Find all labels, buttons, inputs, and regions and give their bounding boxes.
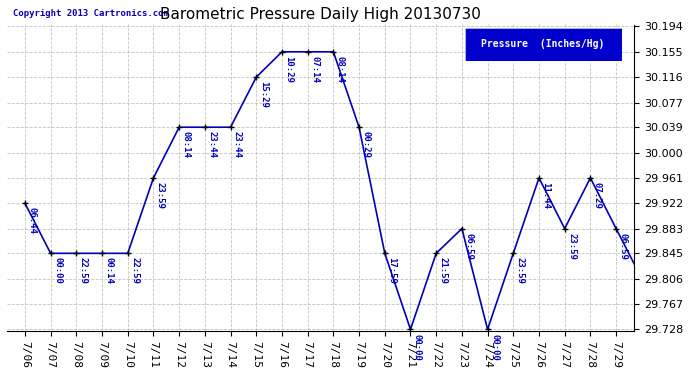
Text: 22:59: 22:59 bbox=[0, 374, 1, 375]
Text: 11:44: 11:44 bbox=[542, 182, 551, 209]
Text: 21:59: 21:59 bbox=[439, 258, 448, 284]
Text: 06:59: 06:59 bbox=[618, 233, 627, 260]
Text: 21:59: 21:59 bbox=[0, 374, 1, 375]
Text: 23:44: 23:44 bbox=[233, 131, 242, 158]
Text: 23:59: 23:59 bbox=[515, 258, 524, 284]
Text: 00:00: 00:00 bbox=[413, 333, 422, 360]
Text: 07:14: 07:14 bbox=[310, 56, 319, 83]
Text: 22:59: 22:59 bbox=[79, 258, 88, 284]
Text: 23:59: 23:59 bbox=[0, 374, 1, 375]
Text: 23:44: 23:44 bbox=[207, 131, 216, 158]
Text: 23:59: 23:59 bbox=[567, 233, 576, 260]
Text: 00:29: 00:29 bbox=[362, 131, 371, 158]
Text: 17:59: 17:59 bbox=[387, 258, 396, 284]
Text: 06:44: 06:44 bbox=[28, 207, 37, 234]
Text: 00:00: 00:00 bbox=[490, 333, 499, 360]
Text: 07:29: 07:29 bbox=[593, 182, 602, 209]
Text: 06:59: 06:59 bbox=[464, 233, 473, 260]
Text: 10:29: 10:29 bbox=[284, 56, 293, 83]
Text: 00:00: 00:00 bbox=[53, 258, 62, 284]
Text: 08:14: 08:14 bbox=[336, 56, 345, 83]
Title: Barometric Pressure Daily High 20130730: Barometric Pressure Daily High 20130730 bbox=[160, 7, 481, 22]
Text: Copyright 2013 Cartronics.com: Copyright 2013 Cartronics.com bbox=[13, 9, 169, 18]
Text: 15:29: 15:29 bbox=[259, 81, 268, 108]
Text: 08:14: 08:14 bbox=[181, 131, 190, 158]
Text: 00:14: 00:14 bbox=[104, 258, 113, 284]
Text: 23:59: 23:59 bbox=[156, 182, 165, 209]
Text: 22:59: 22:59 bbox=[130, 258, 139, 284]
Text: 06:29: 06:29 bbox=[0, 374, 1, 375]
